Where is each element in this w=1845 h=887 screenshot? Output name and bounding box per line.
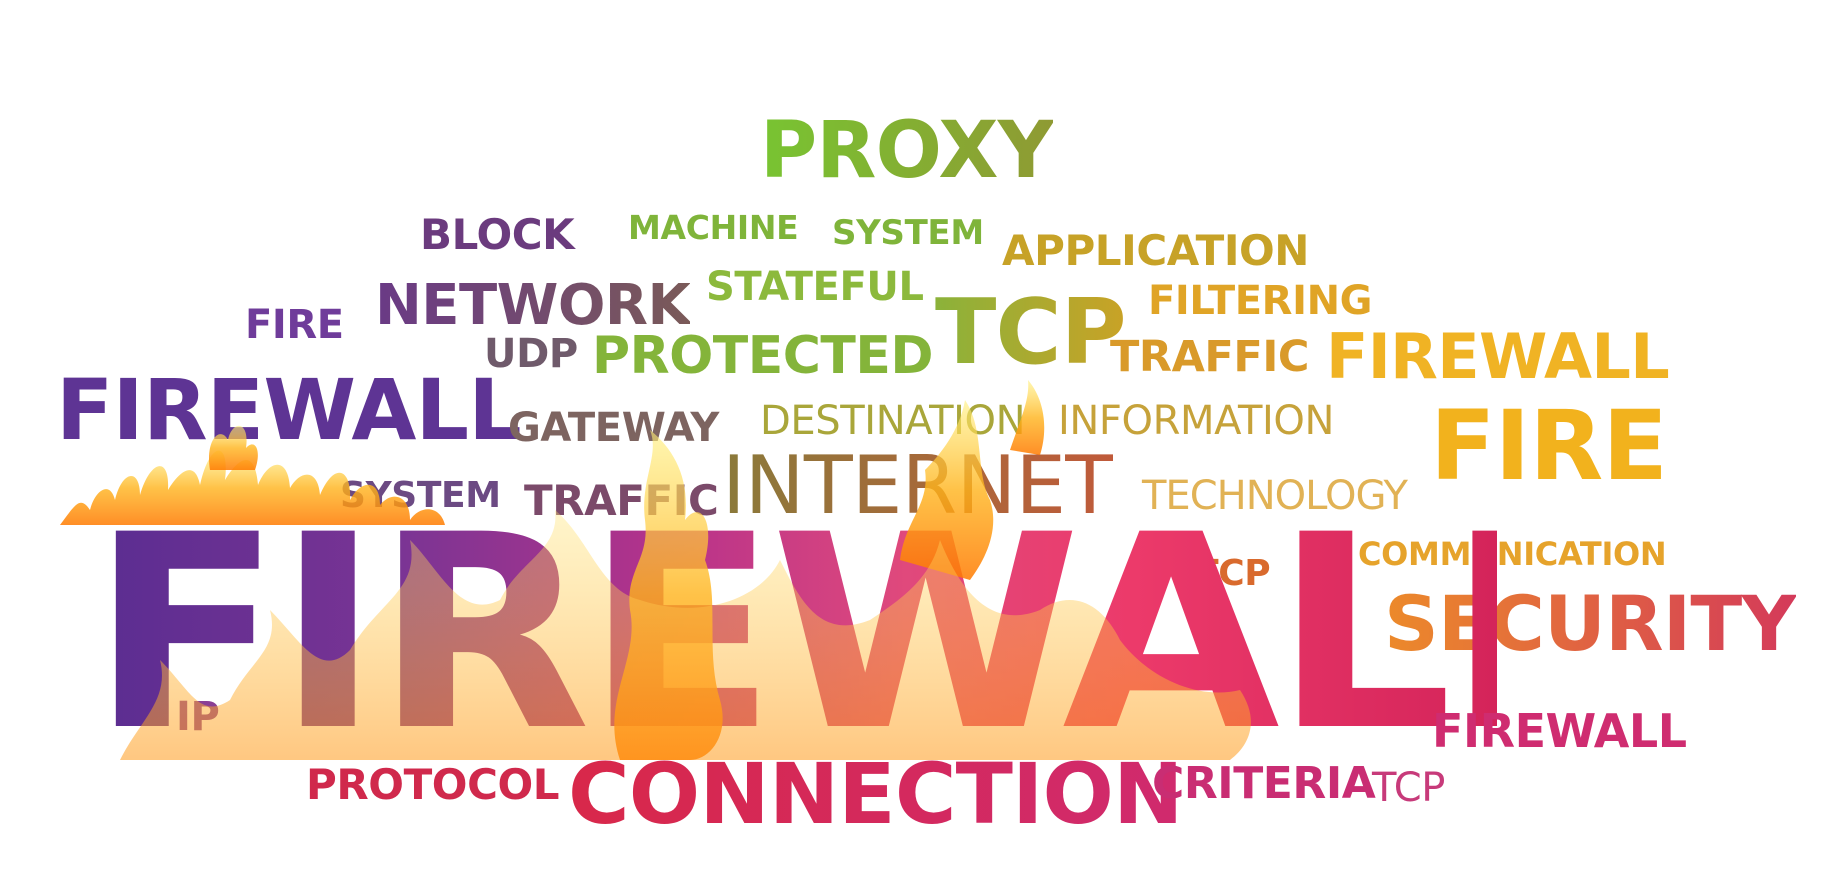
main-word-firewall: FIREWALL — [90, 478, 1626, 790]
word-protocol: PROTOCOL — [306, 760, 560, 809]
word-information: INFORMATION — [1058, 398, 1335, 444]
word-security: SECURITY — [1384, 579, 1797, 668]
word-proxy: PROXY — [760, 106, 1054, 196]
word-protected: PROTECTED — [592, 326, 934, 386]
word-network: NETWORK — [375, 273, 691, 338]
word-criteria: CRITERIA — [1152, 758, 1376, 809]
word-fire-small: FIRE — [245, 302, 344, 348]
word-traffic-mid: TRAFFIC — [1110, 332, 1310, 382]
word-filtering: FILTERING — [1148, 278, 1373, 324]
word-block: BLOCK — [420, 210, 575, 259]
word-connection: CONNECTION — [568, 745, 1183, 843]
word-firewall-left: FIREWALL — [56, 361, 522, 459]
word-stateful: STATEFUL — [706, 264, 924, 310]
word-communication: COMMUNICATION — [1358, 535, 1667, 573]
main-word-wrap: FIREWALL — [90, 500, 1626, 768]
word-gateway: GATEWAY — [508, 405, 719, 451]
word-destination: DESTINATION — [760, 398, 1026, 444]
word-ip: IP — [176, 694, 220, 740]
word-system-top: SYSTEM — [832, 213, 984, 253]
word-machine: MACHINE — [628, 208, 799, 247]
word-application: APPLICATION — [1002, 226, 1310, 275]
word-tcp-big: TCP — [935, 280, 1127, 385]
word-fire-big: FIRE — [1430, 390, 1668, 502]
word-firewall-bottom-right: FIREWALL — [1432, 704, 1687, 758]
word-tcp-bottom: TCP — [1372, 765, 1445, 811]
word-udp: UDP — [484, 331, 578, 377]
word-technology: TECHNOLOGY — [1142, 473, 1408, 519]
word-firewall-right: FIREWALL — [1326, 320, 1670, 393]
